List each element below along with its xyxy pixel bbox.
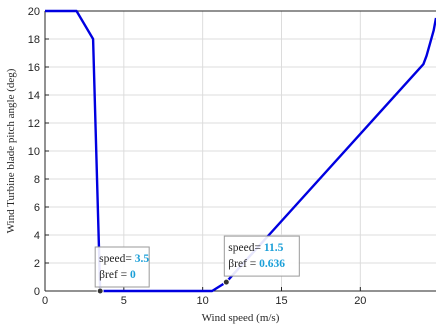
datatip[interactable]: speed= 11.5 βref = 0.636 — [222, 235, 300, 286]
datatip-speed: speed= 11.5 — [228, 242, 283, 254]
datatip-speed-label: speed= — [228, 242, 264, 254]
y-tick-label: 10 — [28, 146, 40, 158]
datatip-bref-label: βref = — [99, 269, 130, 281]
y-tick-label: 12 — [28, 118, 40, 130]
y-tick-label: 20 — [28, 6, 40, 18]
y-tick-label: 16 — [28, 62, 40, 74]
y-tick-label: 14 — [28, 90, 40, 102]
datatip-speed-value: 11.5 — [264, 242, 284, 254]
datatip-speed: speed= 3.5 — [99, 253, 149, 265]
datatip-box — [94, 246, 150, 288]
x-tick-label: 20 — [354, 295, 366, 307]
datatip-box — [223, 235, 300, 277]
y-tick-label: 8 — [34, 174, 40, 186]
datatip[interactable]: speed= 3.5 βref = 0 — [94, 246, 150, 295]
pitch-angle-line — [45, 9, 436, 293]
x-axis-label: Wind speed (m/s) — [202, 312, 280, 324]
datatip-bref: βref = 0 — [99, 269, 136, 281]
datatip-speed-value: 3.5 — [135, 253, 150, 265]
y-tick-label: 6 — [34, 202, 40, 214]
datatip-marker — [222, 278, 230, 286]
series-group — [45, 9, 436, 293]
datatips[interactable]: speed= 3.5 βref = 0 speed= 11.5 βref = 0.63… — [94, 235, 300, 295]
y-tick-label: 2 — [34, 258, 40, 270]
datatip-bref: βref = 0.636 — [228, 258, 285, 270]
y-axis-label: Wind Turbine blade pitch angle (deg) — [5, 68, 17, 233]
datatip-speed-label: speed= — [99, 253, 135, 265]
tick-labels: 0 5 10 15 20 0 2 4 6 8 10 12 14 16 18 20 — [28, 6, 367, 307]
y-tick-label: 18 — [28, 34, 40, 46]
y-tick-label: 0 — [34, 286, 40, 298]
datatip-bref-label: βref = — [228, 258, 259, 270]
x-tick-label: 15 — [275, 295, 287, 307]
y-tick-label: 4 — [34, 230, 40, 242]
x-tick-label: 0 — [42, 295, 48, 307]
datatip-marker — [96, 287, 104, 295]
x-tick-label: 10 — [197, 295, 209, 307]
datatip-bref-value: 0.636 — [259, 258, 285, 270]
datatip-bref-value: 0 — [130, 269, 136, 281]
x-tick-label: 5 — [121, 295, 127, 307]
